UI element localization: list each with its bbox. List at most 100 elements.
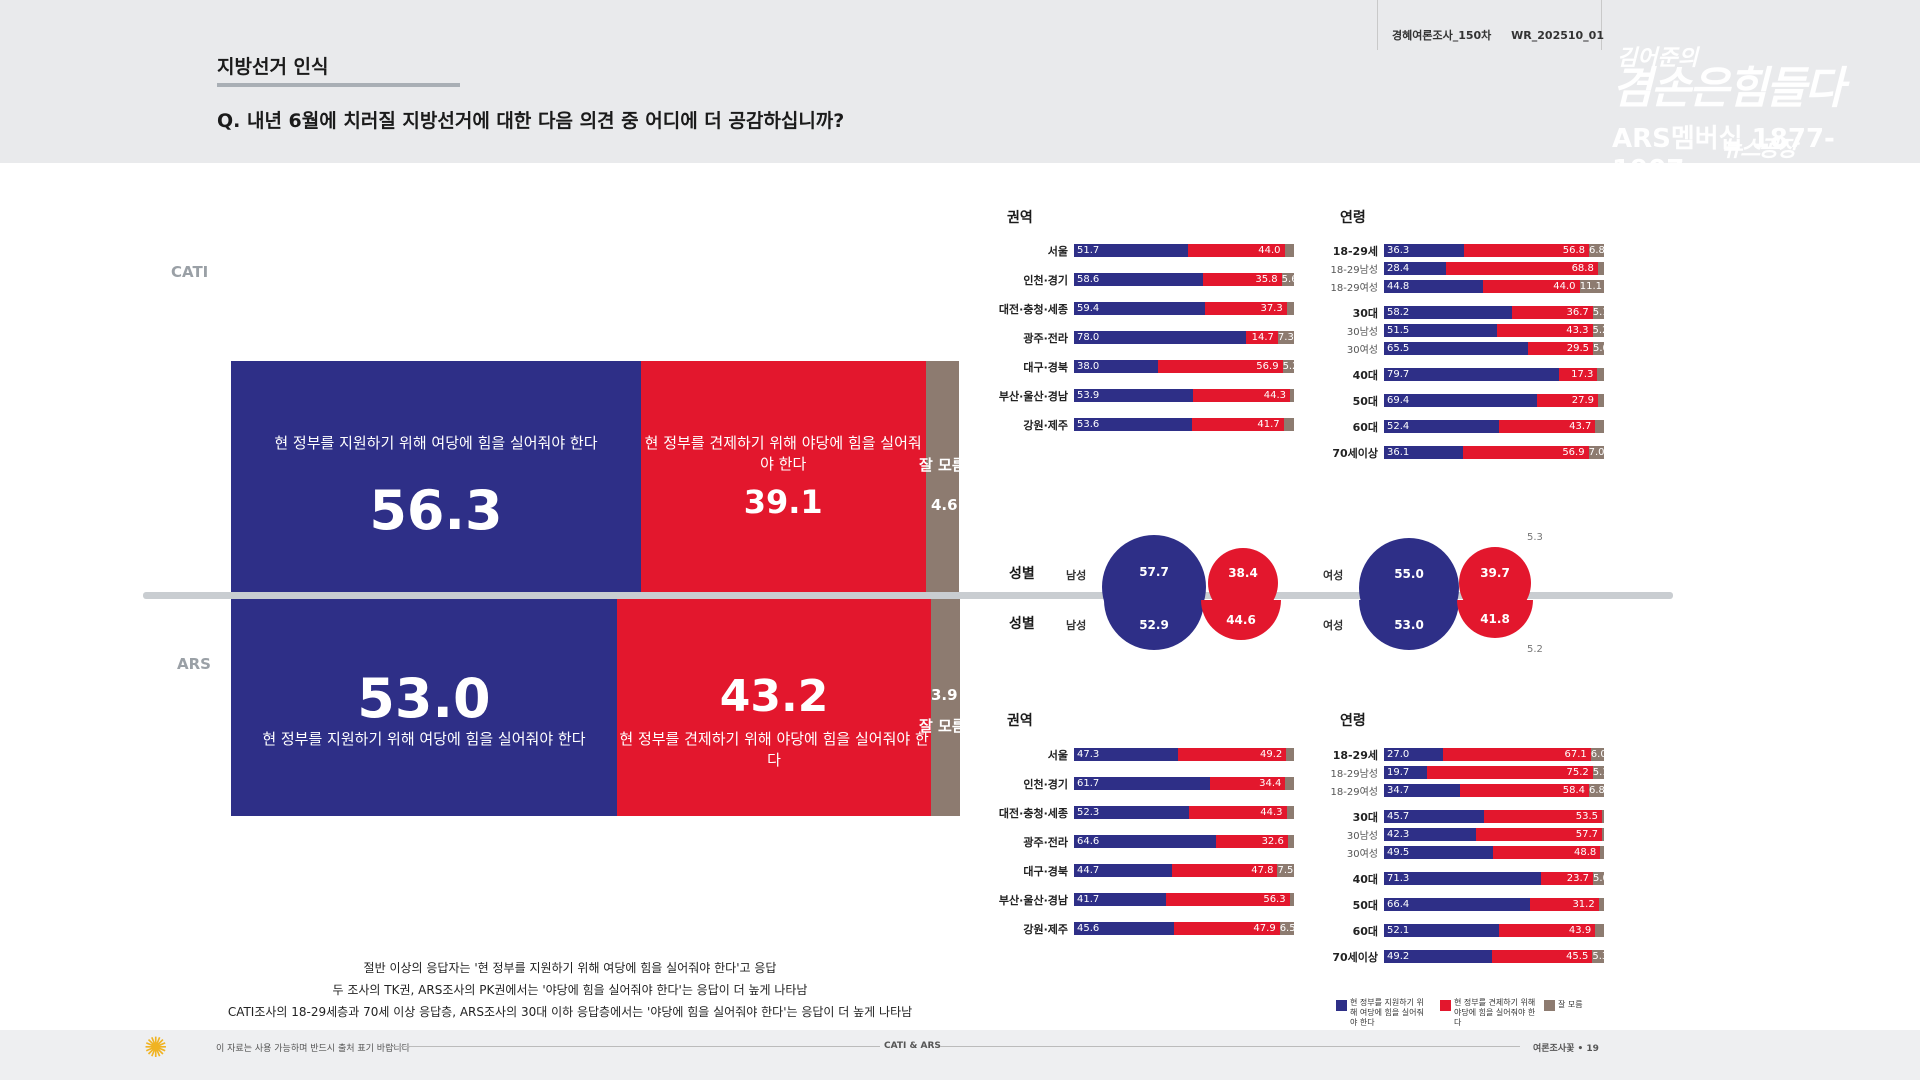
check-segment: 36.7: [1512, 306, 1593, 319]
support-segment: 19.7: [1384, 766, 1428, 779]
row-label: 60대: [1352, 925, 1378, 938]
support-segment: 69.4: [1384, 394, 1537, 407]
ars-male-check-circle: 44.6: [1201, 600, 1281, 640]
dontknow-segment: [1285, 777, 1294, 790]
support-segment: 64.6: [1074, 835, 1217, 848]
dontknow-segment: 5.0: [1592, 342, 1604, 355]
check-segment: 17.3: [1559, 368, 1598, 381]
support-segment: 41.7: [1074, 893, 1166, 906]
stacked-bar: 49.245.55.3: [1384, 950, 1604, 963]
flower-icon: ✺: [144, 1031, 168, 1064]
survey-id: 경혜여론조사_150차 WR_202510_01: [1392, 27, 1604, 43]
support-segment: 52.3: [1074, 806, 1190, 819]
ars-check-label: 현 정부를 견제하기 위해 야당에 힘을 실어줘야 한다: [619, 730, 929, 769]
ars-support-bar: 53.0 현 정부를 지원하기 위해 여당에 힘을 실어줘야 한다: [231, 599, 617, 816]
dontknow-segment: 11.1: [1579, 280, 1604, 293]
row-label: 대전·충청·세종: [998, 303, 1068, 316]
footer-rule-right: [940, 1046, 1520, 1047]
dontknow-segment: 5.6: [1281, 273, 1294, 286]
row-label: 서울: [1047, 245, 1068, 258]
support-segment: 38.0: [1074, 360, 1158, 373]
stacked-bar: 44.7 47.8 7.5: [1074, 864, 1294, 877]
dontknow-segment: [1602, 828, 1604, 841]
support-segment: 36.3: [1384, 244, 1464, 257]
survey-code: WR_202510_01: [1511, 29, 1604, 42]
stacked-bar: 53.6 41.7: [1074, 418, 1294, 431]
check-segment: 44.3: [1189, 806, 1287, 819]
check-segment: 44.0: [1482, 280, 1580, 293]
dontknow-segment: [1600, 846, 1604, 859]
dontknow-segment: 7.0: [1588, 446, 1604, 459]
row-label: 대구·경북: [1023, 361, 1068, 374]
dontknow-segment: [1289, 893, 1294, 906]
support-segment: 34.7: [1384, 784, 1461, 797]
row-label: 50대: [1352, 899, 1378, 912]
stacked-bar: 38.056.95.2: [1074, 360, 1294, 373]
check-segment: 43.3: [1497, 324, 1593, 337]
cati-male-label: 남성: [1066, 569, 1087, 582]
dontknow-segment: 6.8: [1589, 244, 1604, 257]
check-segment: 75.2: [1427, 766, 1593, 779]
support-segment: 36.1: [1384, 446, 1464, 459]
row-label: 50대: [1352, 395, 1378, 408]
support-segment: 59.4: [1074, 302, 1205, 315]
check-segment: 31.2: [1530, 898, 1599, 911]
row-label: 대전·충청·세종: [998, 807, 1068, 820]
support-segment: 28.4: [1384, 262, 1447, 275]
row-label: 30대: [1352, 307, 1378, 320]
stacked-bar: 41.7 56.3: [1074, 893, 1294, 906]
stacked-bar: 28.4 68.8: [1384, 262, 1604, 275]
cati-gender-title: 성별: [1009, 566, 1035, 582]
dontknow-segment: 7.3: [1277, 331, 1294, 344]
row-label: 인천·경기: [1023, 274, 1068, 287]
support-segment: 58.6: [1074, 273, 1203, 286]
ars-female-label: 여성: [1323, 619, 1344, 632]
check-segment: 43.7: [1499, 420, 1596, 433]
cati-female-label: 여성: [1323, 569, 1344, 582]
check-segment: 49.2: [1178, 748, 1287, 761]
stacked-bar: 52.4 43.7: [1384, 420, 1604, 433]
footer-disclaimer: 이 자료는 사용 가능하며 반드시 출처 표기 바랍니다: [216, 1044, 410, 1054]
cati-support-value: 56.3: [369, 479, 503, 542]
ars-check-value: 43.2: [719, 671, 829, 722]
support-segment: 65.5: [1384, 342, 1529, 355]
row-label: 30여성: [1346, 849, 1378, 860]
dontknow-segment: 5.1: [1592, 306, 1604, 319]
stacked-bar: 53.9 44.3: [1074, 389, 1294, 402]
title-underline: [217, 83, 460, 87]
cati-check-value: 39.1: [743, 483, 823, 521]
check-segment: 45.5: [1492, 950, 1593, 963]
stacked-bar: 66.4 31.2: [1384, 898, 1604, 911]
header-divider-right: [1601, 0, 1602, 50]
check-segment: 48.8: [1492, 846, 1601, 859]
news-factory-logo: 김어준의 겸손은힘들다 뉴스공장 ARS멤버십 1877-1907: [1612, 40, 1887, 185]
check-segment: 29.5: [1528, 342, 1593, 355]
ars-label: ARS: [177, 655, 211, 673]
support-segment: 44.8: [1384, 280, 1483, 293]
check-segment: 44.3: [1192, 389, 1291, 402]
support-segment: 53.9: [1074, 389, 1193, 402]
cati-check-label: 현 정부를 견제하기 위해 야당에 힘을 실어줘야 한다: [644, 434, 922, 473]
cati-male-support-value: 57.7: [1139, 565, 1169, 579]
check-segment: 43.9: [1498, 924, 1596, 937]
stacked-bar: 45.6 47.9 6.5: [1074, 922, 1294, 935]
dontknow-segment: 7.5: [1277, 864, 1294, 877]
row-label: 30여성: [1346, 345, 1378, 356]
ars-age-title: 연령: [1340, 713, 1366, 729]
row-label: 18-29세: [1332, 245, 1378, 258]
row-label: 부산·울산·경남: [998, 390, 1068, 403]
cati-label: CATI: [171, 263, 209, 281]
stacked-bar: 49.5 48.8: [1384, 846, 1604, 859]
check-segment: 35.8: [1202, 273, 1282, 286]
row-label: 서울: [1047, 749, 1068, 762]
summary-text: 절반 이상의 응답자는 '현 정부를 지원하기 위해 여당에 힘을 실어줘야 한…: [200, 957, 940, 1023]
stacked-bar: 58.236.75.1: [1384, 306, 1604, 319]
ars-dontknow-bar: [931, 599, 960, 816]
summary-line-3: CATI조사의 18-29세층과 70세 이상 응답층, ARS조사의 30대 …: [227, 1005, 913, 1019]
legend-dontknow-swatch: [1544, 1000, 1555, 1011]
support-segment: 53.6: [1074, 418, 1192, 431]
check-segment: 14.7: [1245, 331, 1278, 344]
dontknow-segment: [1284, 244, 1294, 257]
dontknow-segment: [1595, 420, 1604, 433]
check-segment: 23.7: [1540, 872, 1593, 885]
